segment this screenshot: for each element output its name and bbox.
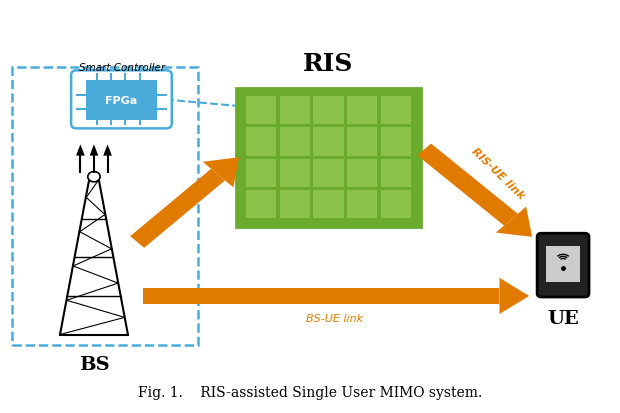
Text: Fig. 1.    RIS-assisted Single User MIMO system.: Fig. 1. RIS-assisted Single User MIMO sy… xyxy=(138,385,482,399)
FancyBboxPatch shape xyxy=(347,191,378,219)
Polygon shape xyxy=(496,207,532,237)
FancyBboxPatch shape xyxy=(347,128,378,156)
FancyBboxPatch shape xyxy=(236,88,421,227)
Text: BS: BS xyxy=(79,355,109,373)
FancyBboxPatch shape xyxy=(314,191,343,219)
FancyBboxPatch shape xyxy=(347,159,378,188)
FancyBboxPatch shape xyxy=(381,128,411,156)
FancyBboxPatch shape xyxy=(280,97,310,125)
Polygon shape xyxy=(76,145,85,156)
FancyBboxPatch shape xyxy=(314,97,343,125)
FancyBboxPatch shape xyxy=(537,234,589,297)
Text: Smart Controller: Smart Controller xyxy=(79,63,165,73)
Polygon shape xyxy=(203,158,239,188)
FancyBboxPatch shape xyxy=(246,191,276,219)
Text: BS-UE link: BS-UE link xyxy=(306,313,363,323)
FancyBboxPatch shape xyxy=(246,128,276,156)
Polygon shape xyxy=(130,169,225,248)
FancyBboxPatch shape xyxy=(280,191,310,219)
Polygon shape xyxy=(104,145,112,156)
Polygon shape xyxy=(417,144,518,226)
FancyBboxPatch shape xyxy=(381,191,411,219)
Text: UE: UE xyxy=(547,309,579,327)
Text: FPGa: FPGa xyxy=(105,95,138,105)
FancyBboxPatch shape xyxy=(546,247,580,282)
FancyBboxPatch shape xyxy=(314,159,343,188)
Text: BS-RIS link: BS-RIS link xyxy=(140,188,199,240)
Polygon shape xyxy=(143,288,500,304)
Polygon shape xyxy=(500,278,529,314)
FancyBboxPatch shape xyxy=(246,159,276,188)
FancyBboxPatch shape xyxy=(280,128,310,156)
FancyBboxPatch shape xyxy=(381,97,411,125)
FancyBboxPatch shape xyxy=(347,97,378,125)
FancyBboxPatch shape xyxy=(246,97,276,125)
FancyBboxPatch shape xyxy=(86,81,157,120)
Polygon shape xyxy=(90,145,99,156)
FancyBboxPatch shape xyxy=(381,159,411,188)
FancyBboxPatch shape xyxy=(280,159,310,188)
Text: RIS: RIS xyxy=(303,52,353,76)
Text: RIS-UE link: RIS-UE link xyxy=(470,146,526,201)
FancyBboxPatch shape xyxy=(314,128,343,156)
FancyBboxPatch shape xyxy=(71,71,172,129)
